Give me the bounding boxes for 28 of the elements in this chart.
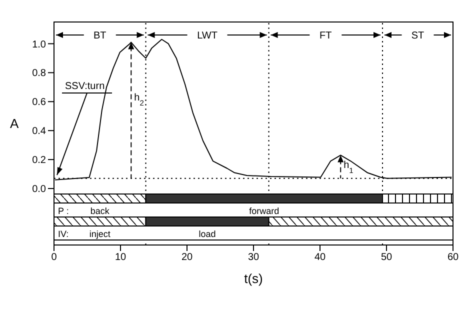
x-tick-label: 60 [447, 252, 459, 264]
annotation: BT [93, 30, 106, 42]
annotation: forward [249, 206, 280, 216]
y-axis-title: A [10, 116, 19, 132]
x-tick-label: 10 [114, 252, 126, 264]
y-tick-label: 0.8 [32, 68, 46, 80]
annotation: inject [89, 229, 111, 239]
annotation: SSV:turn [64, 81, 105, 92]
y-tick-label: 1.0 [32, 39, 46, 50]
annotation: h$_{2}$ [134, 92, 144, 107]
x-tick-label: 50 [380, 252, 392, 264]
y-tick-label: 0.2 [32, 155, 46, 166]
x-tick-label: 0 [51, 252, 58, 264]
annotation: load [198, 229, 216, 239]
y-tick-label: 0.6 [32, 97, 46, 108]
annotation: FT [320, 30, 332, 42]
annotation: ST [411, 30, 424, 42]
y-tick-label: 0.0 [32, 184, 46, 196]
annotation: IV: [58, 229, 69, 239]
annotation: P : [58, 206, 69, 216]
x-tick-label: 20 [181, 252, 193, 264]
annotation: h$_{1}$ [344, 160, 354, 175]
y-tick-label: 0.4 [32, 126, 46, 138]
annotation: LWT [197, 30, 218, 42]
x-axis-title: t(s) [244, 271, 263, 286]
x-tick-label: 30 [248, 252, 260, 264]
x-tick-label: 40 [314, 252, 326, 264]
annotation: back [90, 206, 110, 216]
